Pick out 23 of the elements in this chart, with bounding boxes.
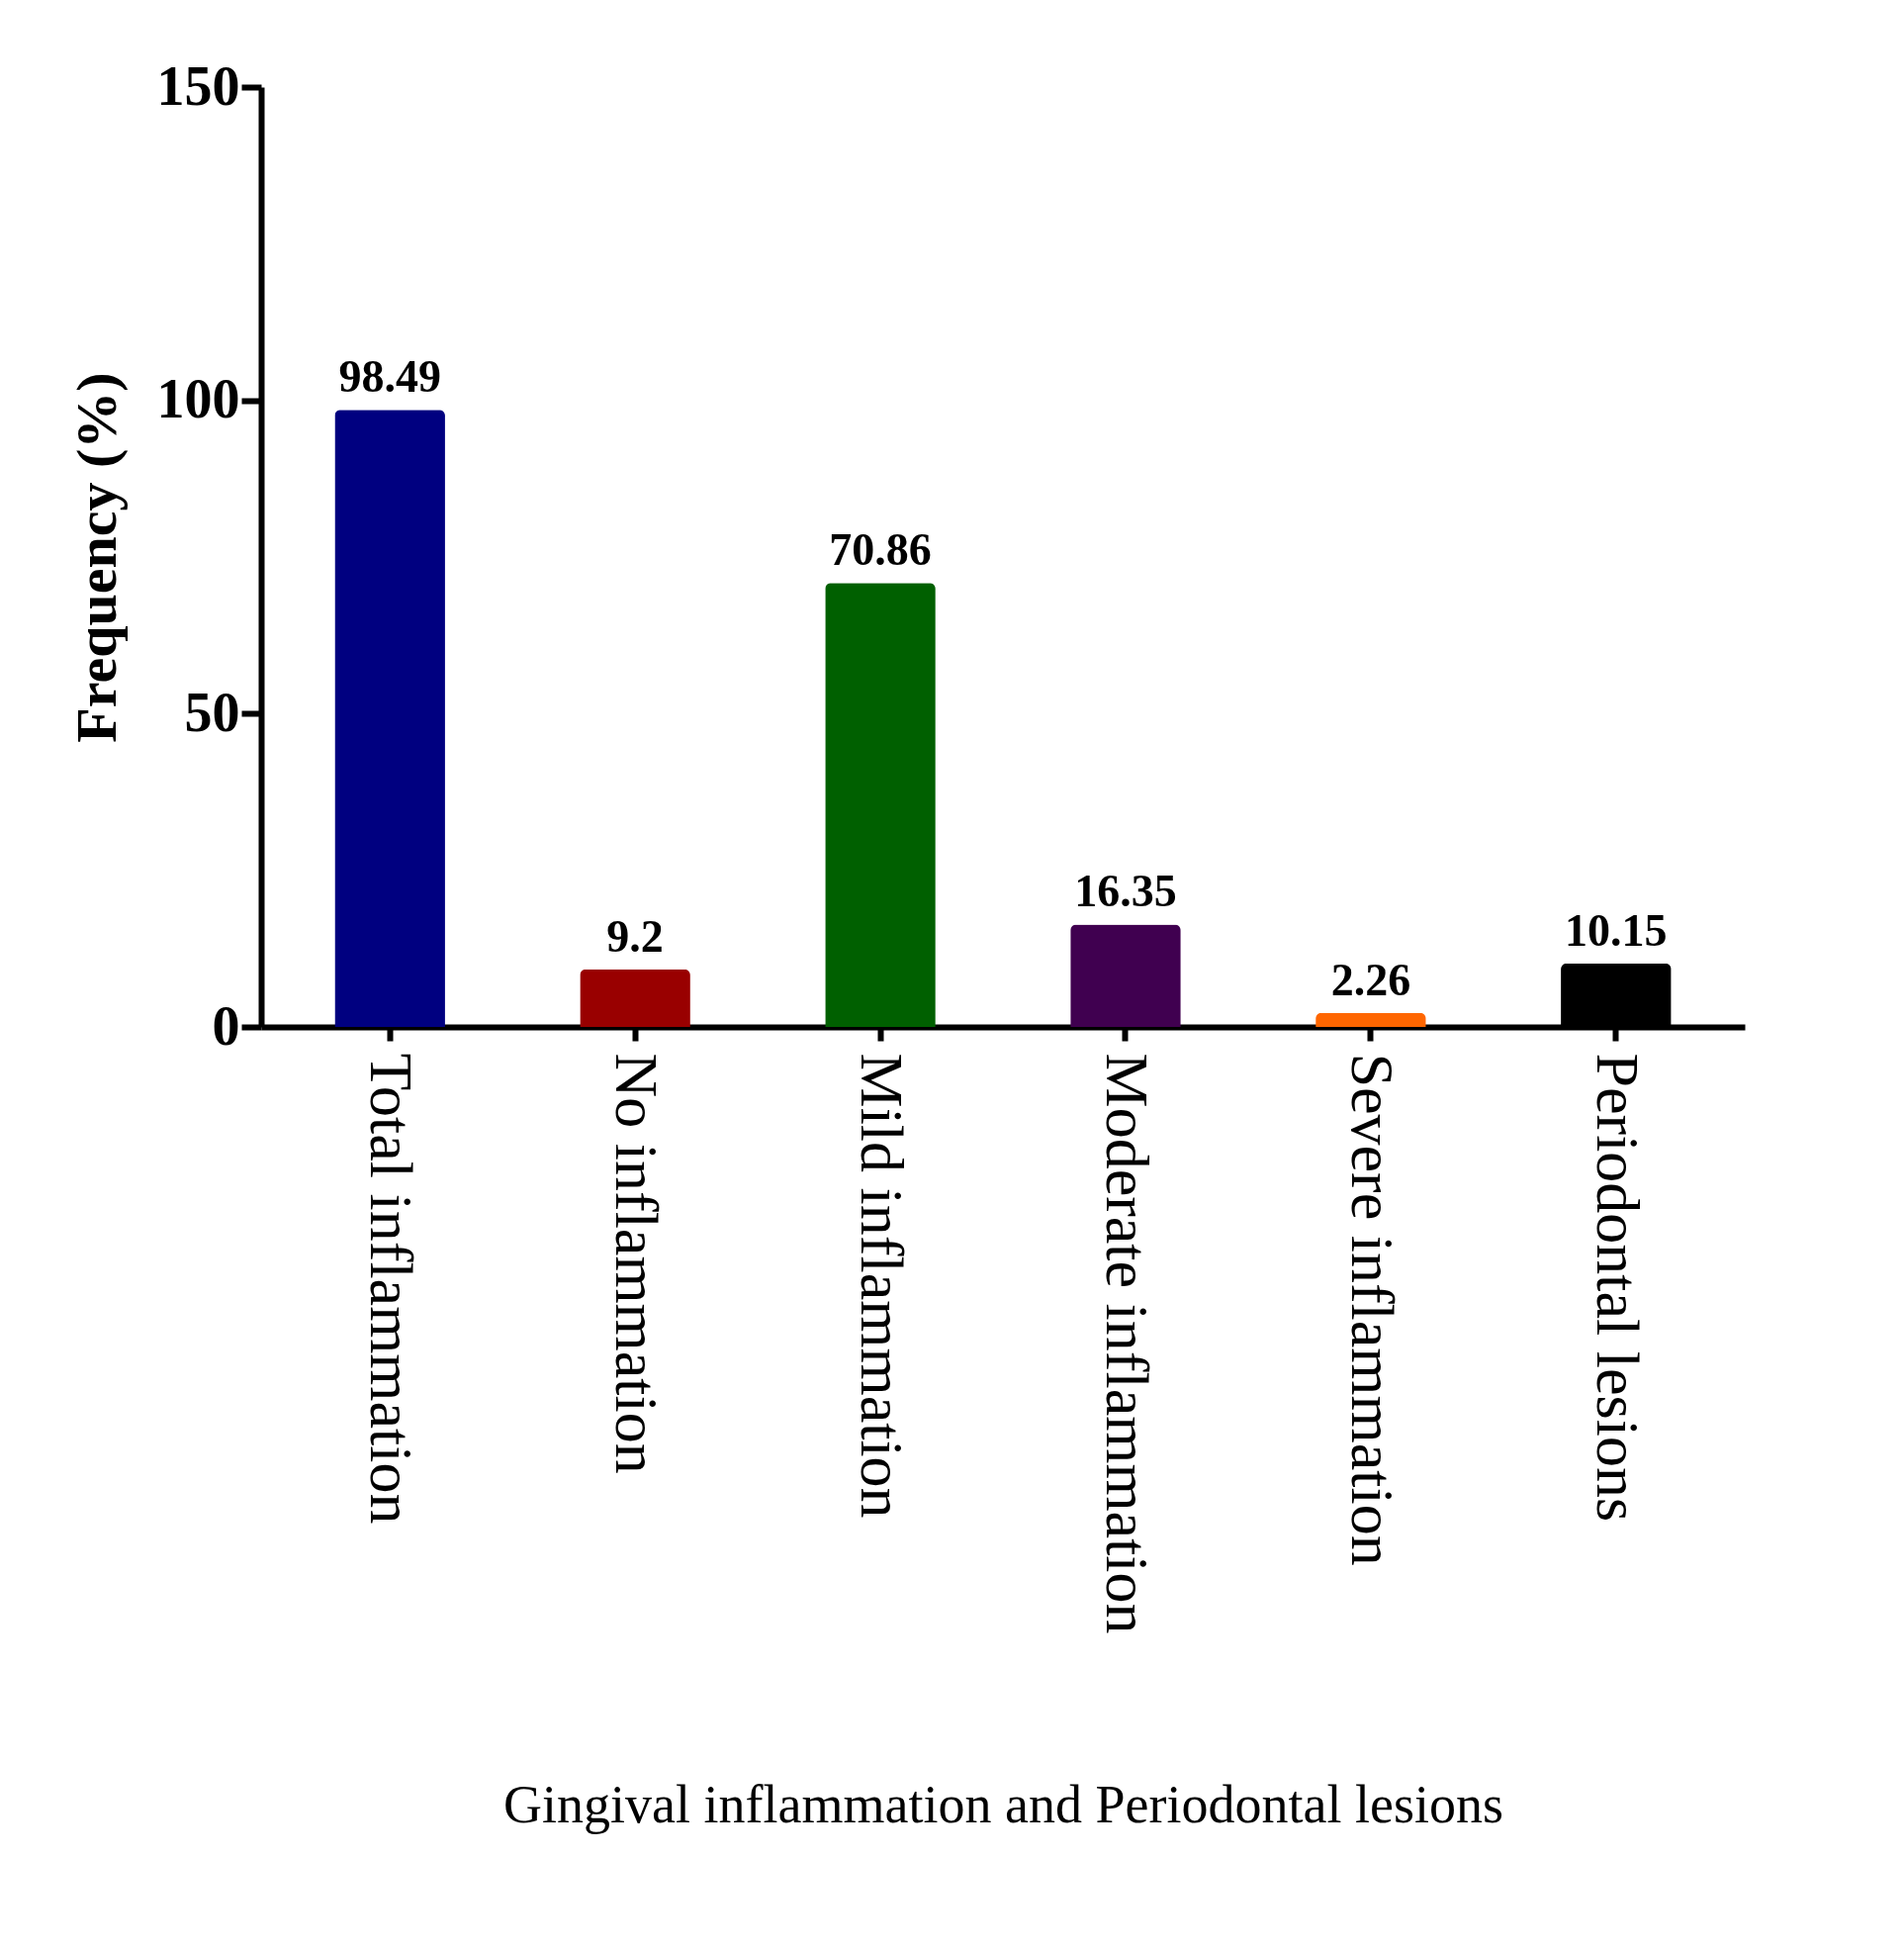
data-label: 10.15	[1565, 904, 1668, 956]
bar	[334, 410, 445, 1027]
x-tick-label: Severe inflammation	[1338, 1053, 1406, 1566]
y-tick-label: 50	[184, 681, 240, 743]
data-label: 2.26	[1330, 954, 1411, 1005]
data-label: 98.49	[338, 351, 441, 403]
y-tick-label: 0	[212, 994, 240, 1057]
bar	[1070, 924, 1181, 1027]
bar	[1315, 1012, 1426, 1027]
x-tick-label: No inflammation	[603, 1053, 672, 1474]
x-tick-label: Moderate inflammation	[1093, 1053, 1161, 1634]
bar	[825, 583, 936, 1027]
x-axis-title: Gingival inflammation and Periodontal lesions	[503, 1774, 1503, 1834]
y-tick-label: 150	[156, 54, 240, 117]
x-tick-label: Total inflammation	[358, 1053, 426, 1525]
data-label: 9.2	[606, 910, 664, 962]
x-tick-label: Periodontal lesions	[1584, 1053, 1652, 1523]
data-label: 16.35	[1074, 866, 1177, 917]
x-tick-label: Mild inflammation	[849, 1053, 917, 1519]
bar	[580, 969, 690, 1027]
y-tick-label: 100	[156, 368, 240, 430]
y-axis-title: Frequency (%)	[63, 372, 129, 743]
data-label: 70.86	[829, 524, 932, 576]
